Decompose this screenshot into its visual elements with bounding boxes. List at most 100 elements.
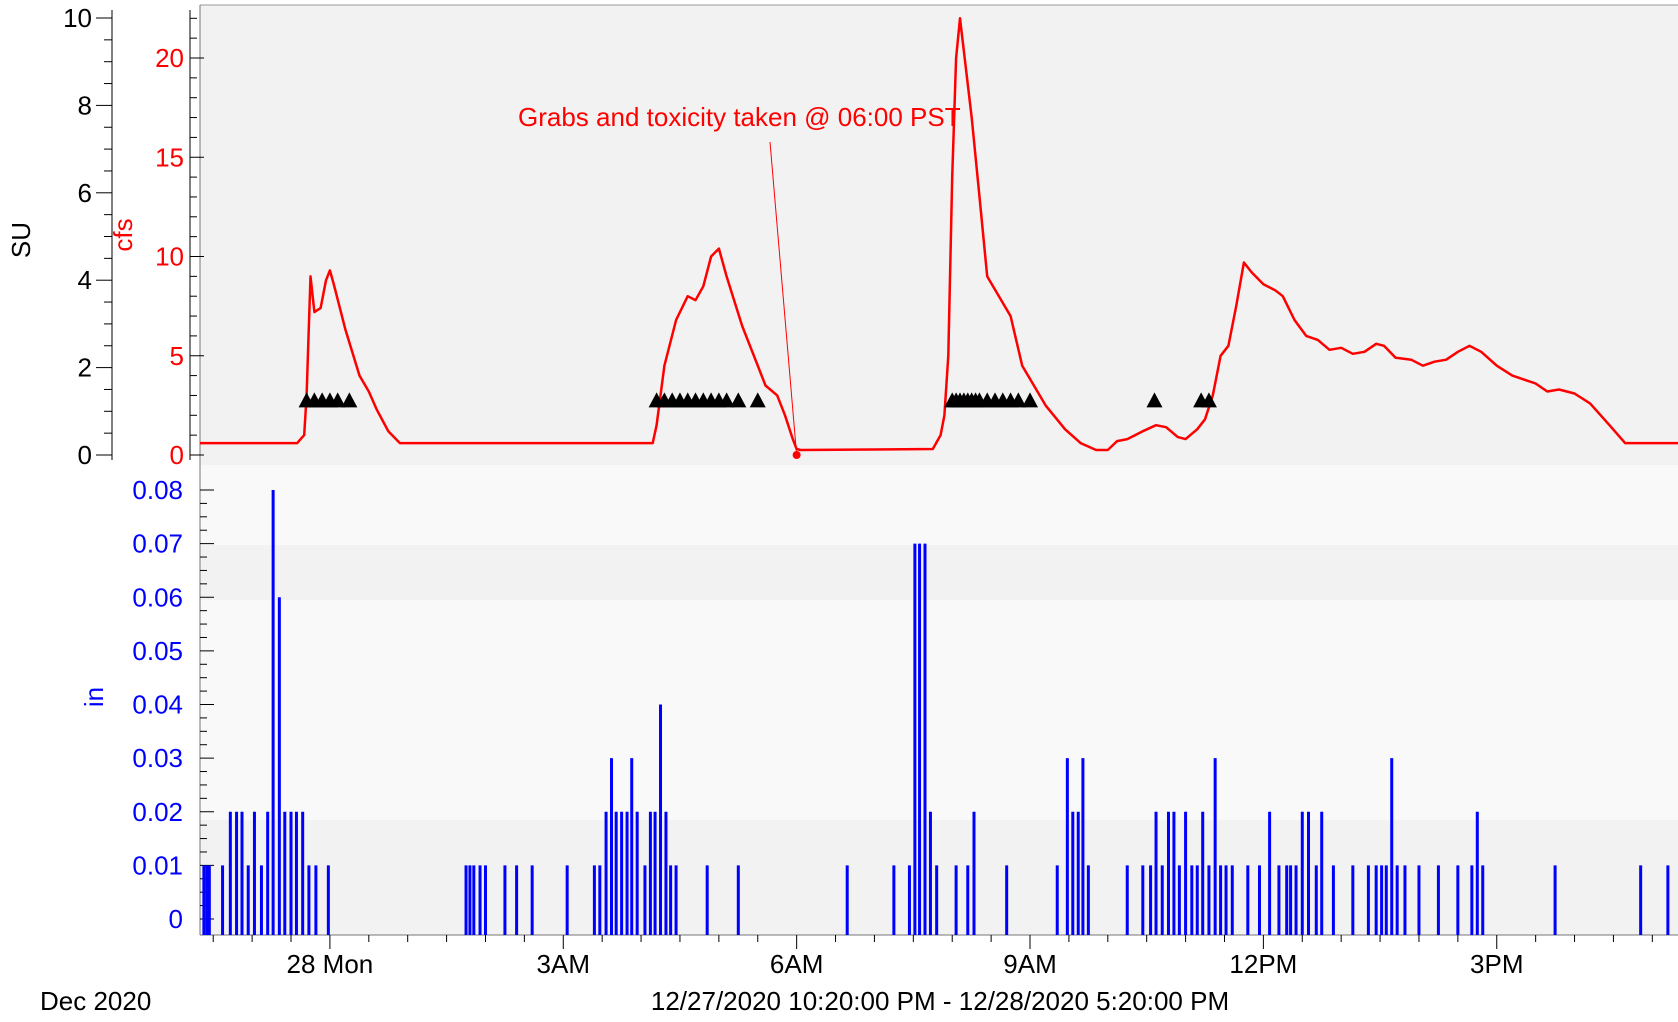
in-tick-label: 0.03 — [132, 743, 183, 773]
precip-bar — [326, 865, 330, 935]
plot-band — [200, 465, 1678, 545]
x-tick-label: 3PM — [1470, 949, 1523, 979]
in-axis-title: in — [79, 687, 109, 707]
precip-bar — [235, 811, 239, 935]
precip-bar — [598, 865, 602, 935]
x-tick-label: 6AM — [770, 949, 823, 979]
precip-bar — [1172, 811, 1176, 935]
precip-bar — [314, 865, 318, 935]
precip-bar — [1125, 865, 1129, 935]
in-tick-label: 0.04 — [132, 690, 183, 720]
cfs-axis-title: cfs — [108, 218, 138, 251]
precip-bar — [625, 811, 629, 935]
precip-bar — [643, 865, 647, 935]
precip-bar — [1285, 865, 1289, 935]
precip-bar — [1224, 865, 1228, 935]
precip-bar — [1666, 865, 1670, 935]
precip-bar — [1384, 865, 1388, 935]
precip-bar — [1639, 865, 1643, 935]
precip-bar — [1331, 865, 1335, 935]
precip-bar — [954, 865, 958, 935]
annotation-point — [792, 451, 801, 459]
precip-bar — [207, 865, 211, 935]
precip-bar — [301, 811, 305, 935]
precip-bar — [1300, 811, 1304, 935]
x-range-label: 12/27/2020 10:20:00 PM - 12/28/2020 5:20… — [651, 986, 1229, 1016]
precip-bar — [472, 865, 476, 935]
precip-bar — [1246, 865, 1250, 935]
precip-bar — [1081, 758, 1085, 935]
precip-bar — [918, 543, 922, 935]
precip-bar — [1071, 811, 1075, 935]
cfs-tick-label: 15 — [155, 142, 184, 172]
precip-bar — [221, 865, 225, 935]
precip-bar — [1268, 811, 1272, 935]
precip-bar — [515, 865, 519, 935]
precip-bar — [972, 811, 976, 935]
sample-marker — [730, 392, 747, 408]
sample-marker — [329, 392, 346, 408]
precip-bar — [1219, 865, 1223, 935]
precip-bar — [1395, 865, 1399, 935]
annotation-text: Grabs and toxicity taken @ 06:00 PST — [518, 102, 961, 132]
precip-bar — [610, 758, 614, 935]
precip-bar — [1213, 758, 1217, 935]
precip-bar — [1166, 811, 1170, 935]
precip-bar — [1456, 865, 1460, 935]
cfs-tick-label: 0 — [170, 440, 184, 470]
precip-bar — [664, 811, 668, 935]
precip-bar — [1257, 865, 1261, 935]
precip-bar — [1403, 865, 1407, 935]
x-tick-label: 12PM — [1229, 949, 1297, 979]
precip-bar — [630, 758, 634, 935]
cfs-tick-label: 5 — [170, 341, 184, 371]
sample-marker — [1010, 392, 1027, 408]
sample-marker — [718, 392, 735, 408]
precip-bar — [669, 865, 673, 935]
in-tick-label: 0.06 — [132, 582, 183, 612]
precip-bar — [205, 865, 209, 935]
precip-bar — [1294, 865, 1298, 935]
precip-bar — [928, 811, 932, 935]
su-tick-label: 6 — [78, 178, 92, 208]
su-tick-label: 10 — [63, 3, 92, 33]
sample-marker — [1200, 392, 1217, 408]
in-tick-label: 0.01 — [132, 850, 183, 880]
precip-bar — [252, 811, 256, 935]
precip-bar — [565, 865, 569, 935]
precip-bar — [1374, 865, 1378, 935]
precip-bar — [503, 865, 507, 935]
su-axis-title: SU — [6, 222, 36, 258]
precip-bar — [604, 811, 608, 935]
precip-bar — [307, 865, 311, 935]
x-tick-label: 9AM — [1003, 949, 1056, 979]
precip-bar — [246, 865, 250, 935]
precip-bar — [1380, 865, 1384, 935]
x-tick-label: 28 Mon — [287, 949, 374, 979]
precip-bar — [1065, 758, 1069, 935]
precip-bar — [1190, 865, 1194, 935]
precip-bar — [483, 865, 487, 935]
precip-bar — [1553, 865, 1557, 935]
precip-bar — [659, 704, 663, 935]
date-label: Dec 2020 — [40, 986, 151, 1016]
su-tick-label: 2 — [78, 353, 92, 383]
precip-bar — [923, 543, 927, 935]
precip-bar — [907, 865, 911, 935]
precip-bar — [614, 811, 618, 935]
precip-bar — [1320, 811, 1324, 935]
in-tick-label: 0.02 — [132, 797, 183, 827]
precip-bar — [1307, 811, 1310, 935]
sample-marker — [1022, 392, 1039, 408]
precip-bar — [620, 811, 624, 935]
precip-bar — [283, 811, 287, 935]
precip-bar — [913, 543, 917, 935]
precip-bar — [202, 865, 206, 935]
precip-bar — [653, 811, 657, 935]
flow-series-line — [200, 17, 1678, 452]
precip-bar — [1481, 865, 1485, 935]
precip-bar — [1475, 811, 1479, 935]
precip-bar — [1149, 865, 1153, 935]
precip-bar — [1314, 865, 1318, 935]
